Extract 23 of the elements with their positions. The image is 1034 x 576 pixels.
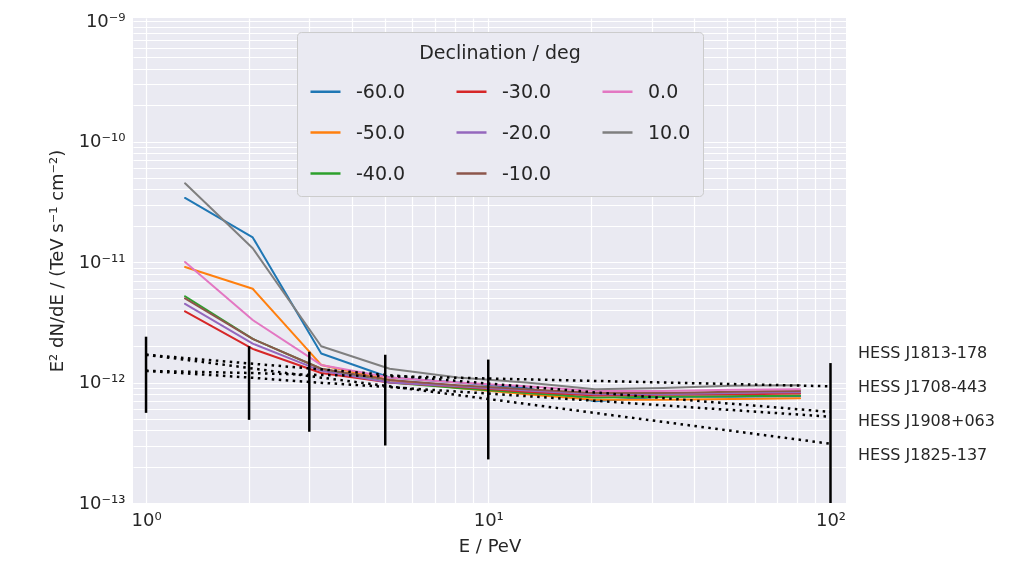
x-tick-label: 10⁰ [131, 508, 162, 530]
y-tick-label: 10⁻¹¹ [78, 250, 126, 272]
y-tick-label: 10⁻⁹ [85, 9, 126, 31]
y-tick-label: 10⁻¹³ [78, 491, 126, 513]
y-axis-title: E² dN/dE / (TeV s⁻¹ cm⁻²) [45, 149, 67, 373]
text: HESS J1813-178 [858, 343, 988, 362]
series-label: HESS J1708-443 [858, 377, 988, 396]
legend-label: -10.0 [502, 161, 552, 184]
legend-title: Declination / deg [419, 41, 581, 63]
legend-label: -50.0 [356, 120, 406, 143]
legend-label: -30.0 [502, 79, 552, 102]
series-label: HESS J1825-137 [858, 445, 988, 464]
x-tick-label: 10² [815, 508, 847, 530]
legend-label: 0.0 [648, 79, 679, 102]
legend-label: 10.0 [648, 120, 691, 143]
y-tick-label: 10⁻¹² [78, 371, 126, 393]
legend-label: -20.0 [502, 120, 552, 143]
legend-label: -40.0 [356, 161, 406, 184]
x-tick-label: 10¹ [473, 508, 504, 530]
x-axis-title: E / PeV [458, 534, 522, 556]
series-label: HESS J1908+063 [858, 411, 995, 430]
legend-label: -60.0 [356, 79, 406, 102]
y-tick-label: 10⁻¹⁰ [78, 130, 126, 152]
